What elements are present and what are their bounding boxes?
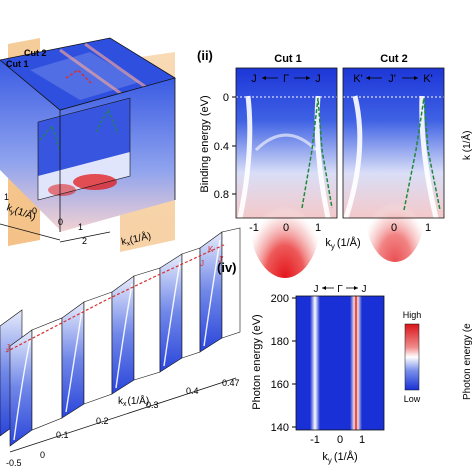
panel-iv-xlabel: ky (1/Å) [322, 450, 357, 465]
panel-iv: (iv) J Γ J 200 180 160 140 Photon energy [217, 260, 421, 465]
svg-text:0: 0 [223, 92, 229, 104]
cut1-plot [235, 67, 338, 278]
panel-ii: (ii) Cut 1 Cut 2 J [197, 48, 445, 278]
svg-text:0.1: 0.1 [56, 430, 69, 440]
slice-2 [61, 291, 113, 419]
panel-iii-kx-label: kx(1/Å) [118, 394, 149, 408]
svg-text:kx(1/Å): kx(1/Å) [120, 229, 152, 249]
panel-iv-arrow: J Γ J [314, 284, 367, 295]
svg-text:J: J [362, 284, 367, 295]
panel-ii-label: (ii) [197, 48, 213, 63]
panel-ii-yaxis: 0 0.4 0.8 Binding energy (eV) [199, 92, 236, 201]
svg-text:0: 0 [283, 222, 289, 234]
panel-iv-ylabel: Photon energy (eV) [251, 314, 263, 409]
svg-text:1: 1 [315, 222, 321, 234]
svg-text:J: J [315, 73, 321, 85]
kx-tick-1: 1 [78, 222, 83, 232]
svg-text:Low: Low [404, 394, 421, 404]
panel-iv-label: (iv) [217, 260, 237, 275]
panel-ii-xaxis: -1 0 1 0 1 ky (1/Å) [249, 222, 431, 251]
slice-path [5, 243, 227, 353]
svg-text:0: 0 [40, 450, 45, 460]
panel-iv-xaxis: -1 0 1 ky (1/Å) [310, 434, 365, 465]
svg-text:K': K' [353, 73, 362, 85]
panel-ii-ylabel: Binding energy (eV) [199, 95, 211, 192]
kx-axis-label: kx(1/Å) [120, 229, 152, 249]
colorbar: High Low [403, 310, 422, 404]
svg-text:0: 0 [337, 434, 343, 446]
panel-i: Cut 2 Cut 1 1 0 ky(1/Å) 0 1 2 kx(1/Å) [0, 37, 176, 252]
svg-text:0: 0 [391, 222, 397, 234]
panel-iii: J J K J' -0.5 0 0.1 0.2 0.3 0.4 0.47 kx(… [0, 227, 241, 468]
cut2-label: Cut 2 [24, 48, 47, 58]
slice-3 [111, 267, 161, 395]
cut1-title: Cut 1 [274, 53, 302, 65]
panel-iv-plot [295, 295, 385, 431]
svg-text:J': J' [388, 73, 396, 85]
kx-tick-0: 0 [58, 217, 63, 227]
svg-text:J: J [314, 284, 319, 295]
cut1-arrow: J Γ J [251, 73, 321, 85]
svg-text:Γ: Γ [337, 284, 343, 295]
svg-text:0.3: 0.3 [146, 400, 159, 410]
svg-text:1: 1 [359, 434, 365, 446]
svg-text:K: K [208, 245, 214, 254]
svg-text:180: 180 [271, 336, 289, 348]
svg-text:J: J [251, 73, 257, 85]
panel-iv-yaxis: 200 180 160 140 Photon energy (eV) [251, 293, 296, 434]
ky-tick-0: 0 [32, 206, 37, 216]
svg-text:-1: -1 [249, 222, 259, 234]
cut1-label: Cut 1 [6, 59, 29, 69]
cut2-title: Cut 2 [380, 53, 408, 65]
svg-text:1: 1 [425, 222, 431, 234]
svg-text:200: 200 [271, 293, 289, 305]
svg-text:Γ: Γ [283, 73, 289, 85]
svg-text:0.4: 0.4 [186, 386, 199, 396]
panel-right-cropped: k (1/Å) Photon energy (e [460, 131, 473, 400]
svg-text:0.4: 0.4 [214, 141, 229, 153]
svg-text:J': J' [218, 255, 224, 264]
ky-tick-1: 1 [4, 192, 9, 202]
svg-text:K': K' [423, 73, 432, 85]
svg-text:0.2: 0.2 [96, 416, 109, 426]
cut2-plot [342, 67, 445, 262]
svg-text:160: 160 [271, 379, 289, 391]
svg-text:-1: -1 [310, 434, 320, 446]
svg-text:J: J [200, 259, 204, 268]
svg-text:0.47: 0.47 [222, 378, 240, 388]
cut2-arrow: K' J' K' [353, 73, 432, 85]
cube-path [65, 69, 93, 85]
svg-text:0.8: 0.8 [214, 189, 229, 201]
svg-text:High: High [403, 310, 422, 320]
svg-text:k (1/Å): k (1/Å) [460, 131, 473, 160]
svg-text:140: 140 [271, 422, 289, 434]
svg-text:-0.5: -0.5 [6, 458, 22, 468]
kx-tick-2: 2 [82, 236, 87, 246]
svg-text:Photon energy (e: Photon energy (e [462, 323, 473, 400]
svg-text:J: J [6, 343, 10, 352]
panel-ii-xlabel: ky (1/Å) [325, 236, 360, 251]
